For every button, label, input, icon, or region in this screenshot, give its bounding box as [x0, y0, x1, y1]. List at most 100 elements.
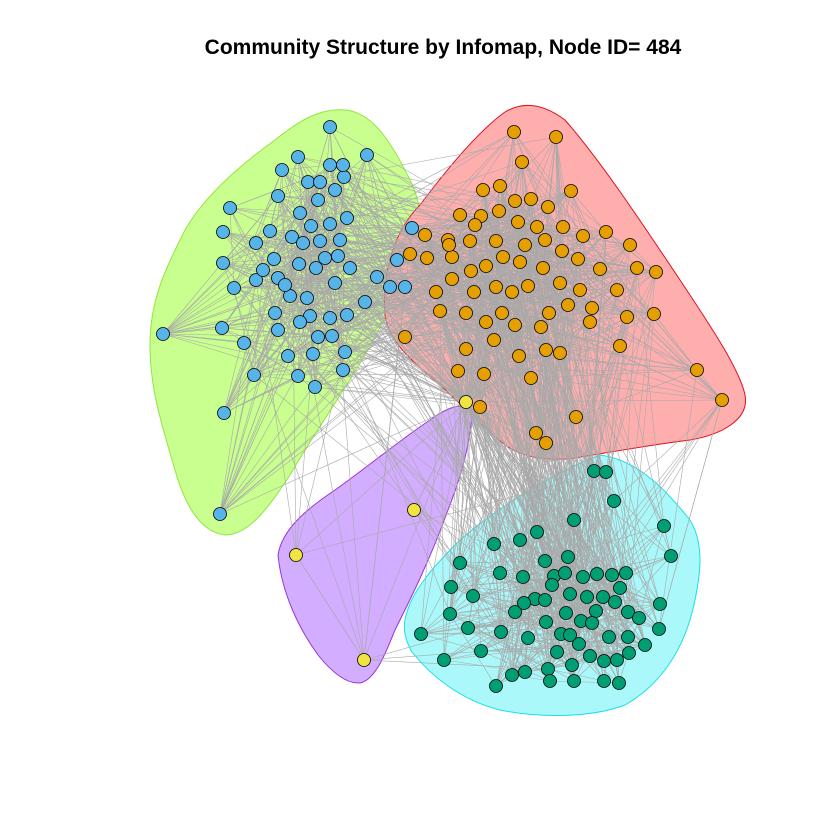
network-edge — [281, 169, 467, 403]
community-orange-node — [453, 208, 467, 222]
community-orange-node — [647, 307, 661, 321]
community-blue-node — [337, 170, 351, 184]
network-edge — [616, 289, 723, 401]
community-orange-node — [539, 436, 553, 450]
community-green-node — [513, 533, 527, 547]
community-green-node — [632, 611, 646, 625]
network-edge — [281, 164, 331, 171]
network-edge — [255, 242, 467, 403]
network-edge — [519, 261, 629, 613]
network-edge — [573, 601, 616, 682]
network-edge — [465, 401, 525, 604]
community-green-node — [443, 607, 457, 621]
community-green-node — [638, 638, 652, 652]
community-orange-node — [690, 363, 704, 377]
community-orange-node — [479, 259, 493, 273]
community-orange-node — [573, 283, 587, 297]
network-edge — [544, 244, 631, 562]
community-blue-node — [323, 120, 337, 134]
community-orange-node — [479, 315, 493, 329]
community-orange-node — [599, 225, 613, 239]
community-blue-node — [328, 276, 342, 290]
network-edge — [435, 291, 672, 557]
community-green-node — [518, 665, 532, 679]
network-edge — [404, 286, 520, 357]
network-edge — [465, 401, 571, 636]
network-edge — [536, 226, 638, 269]
community-orange-node — [418, 228, 432, 242]
network-edge — [223, 161, 523, 414]
network-edge — [514, 200, 584, 237]
network-edge — [314, 286, 406, 388]
community-green-node — [621, 630, 635, 644]
community-green-node — [607, 494, 621, 508]
community-blue-node — [300, 291, 314, 305]
community-green-node — [602, 630, 616, 644]
community-green-node — [453, 556, 467, 570]
network-edge — [493, 543, 525, 604]
community-orange-node — [489, 280, 503, 294]
network-edge — [315, 267, 467, 403]
community-orange-node — [511, 215, 525, 229]
network-edge — [465, 401, 620, 684]
network-edge — [329, 164, 467, 403]
network-edge — [465, 348, 723, 401]
network-edge — [343, 176, 615, 502]
community-orange-node — [496, 250, 510, 264]
network-edge — [255, 279, 297, 556]
network-edge — [465, 401, 621, 589]
community-orange-node — [492, 204, 506, 218]
community-green-node — [461, 621, 475, 635]
community-orange-node — [467, 285, 481, 299]
network-edge — [319, 181, 657, 273]
network-edge — [314, 223, 331, 388]
community-green-node — [585, 616, 599, 630]
community-green-node — [664, 549, 678, 563]
community-orange-node — [536, 261, 550, 275]
network-edge — [329, 164, 521, 263]
community-blue-node — [370, 270, 384, 284]
community-orange-node — [459, 342, 473, 356]
network-edge — [404, 261, 521, 288]
network-edge — [162, 333, 467, 403]
network-edge — [465, 401, 549, 670]
community-green-node — [567, 674, 581, 688]
community-green-node — [494, 625, 508, 639]
community-blue-node — [328, 183, 342, 197]
community-orange-node — [556, 220, 570, 234]
community-green-node — [538, 554, 552, 568]
community-green-node — [610, 653, 624, 667]
network-edge — [363, 643, 580, 661]
network-edge — [658, 399, 723, 630]
network-edge — [605, 267, 638, 473]
network-edge — [465, 401, 595, 472]
network-edge — [162, 234, 426, 335]
network-edge — [310, 225, 607, 233]
network-edge — [465, 401, 640, 619]
community-blue-node — [249, 236, 263, 250]
community-green-node — [599, 465, 613, 479]
community-green-node — [493, 566, 507, 580]
network-edge — [435, 291, 516, 613]
network-edge — [540, 326, 571, 595]
network-edge — [544, 258, 579, 601]
community-orange-node — [495, 306, 509, 320]
community-blue-node — [360, 148, 374, 162]
community-blue-node — [358, 295, 372, 309]
network-edge — [219, 286, 497, 515]
network-edge — [404, 240, 471, 288]
community-orange-node — [445, 250, 459, 264]
community-orange-node — [530, 220, 544, 234]
network-edge — [495, 611, 516, 687]
community-orange-node — [613, 339, 627, 353]
community-blue-node — [309, 261, 323, 275]
community-green-node — [516, 570, 530, 584]
network-edge — [479, 313, 655, 408]
community-green-node — [539, 615, 553, 629]
community-blue-node — [303, 309, 317, 323]
community-green-node — [652, 622, 666, 636]
network-edge — [465, 352, 561, 403]
network-edge — [277, 195, 631, 246]
network-edge — [162, 164, 331, 335]
network-edge — [522, 352, 561, 578]
